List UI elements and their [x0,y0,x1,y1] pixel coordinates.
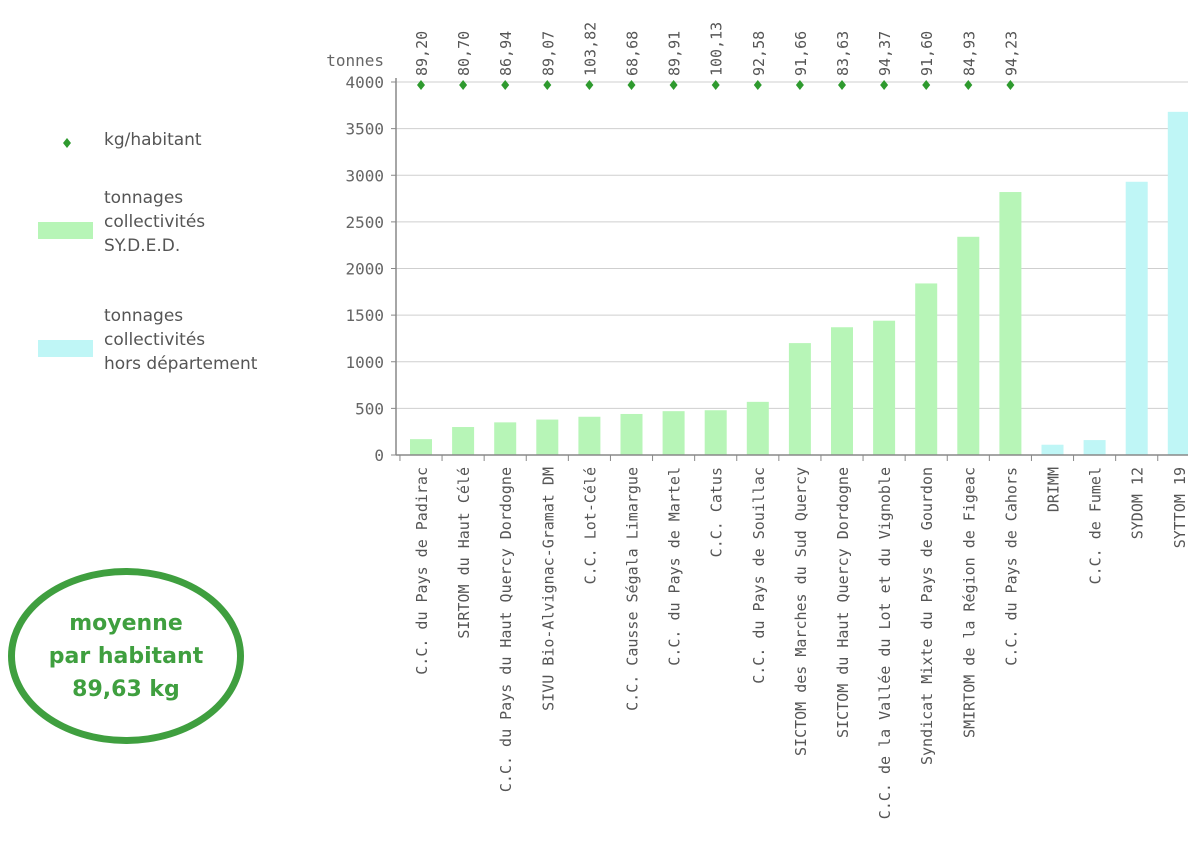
y-axis-label: tonnes [326,51,384,70]
bar [452,427,475,455]
legend-hors-line1: tonnages [104,306,184,326]
legend-syded-swatch [38,222,93,239]
legend-hors-line3: hors département [104,354,258,374]
y-tick-label: 2500 [345,213,384,232]
bar [620,413,643,455]
kg-marker [543,80,552,90]
legend-syded-line1: tonnages [104,188,184,208]
category-label: SIVU Bio-Alvignac-Gramat DM [539,467,557,711]
kg-marker [627,80,636,90]
kg-value-label: 103,82 [581,22,599,76]
y-tick-label: 500 [355,399,384,418]
kg-value-label: 94,23 [1002,31,1020,76]
category-label: SMIRTOM de la Région de Figeac [960,467,978,738]
bar [746,401,769,455]
kg-value-label: 80,70 [455,31,473,76]
category-label: C.C. du Pays de Padirac [413,467,431,675]
kg-marker [585,80,594,90]
legend: kg/habitant tonnages collectivités SY.D.… [0,0,300,400]
y-tick-label: 1500 [345,306,384,325]
category-label: C.C. de Fumel [1087,467,1105,584]
kg-value-label: 68,68 [624,31,642,76]
bar [494,422,517,455]
kg-marker [880,80,889,90]
bar [999,192,1022,455]
y-tick-label: 4000 [345,73,384,92]
category-label: C.C. de la Vallée du Lot et du Vignoble [876,467,894,819]
bar [831,327,853,455]
category-label: SICTOM du Haut Quercy Dordogne [834,467,852,738]
y-tick-label: 0 [374,446,384,465]
category-label: C.C. du Pays de Cahors [1002,467,1020,666]
kg-marker [459,80,468,90]
y-tick-label: 2000 [345,260,384,279]
bar [915,283,938,455]
badge-line3: 89,63 kg [72,676,180,702]
kg-marker [501,80,510,90]
legend-hors-line2: collectivités [104,330,206,350]
y-tick-label: 3500 [345,120,384,139]
legend-syded-line3: SY.D.E.D. [104,236,181,256]
kg-marker [711,80,720,90]
bar [662,411,685,455]
category-label: C.C. Catus [708,467,726,557]
bar [1167,111,1188,455]
bar [1083,440,1106,455]
kg-value-label: 92,58 [750,31,768,76]
average-badge: moyenne par habitant 89,63 kg [8,568,244,744]
kg-marker [838,80,846,90]
kg-value-label: 83,63 [834,31,852,76]
kg-value-label: 86,94 [497,31,515,76]
bar [1125,181,1148,455]
kg-value-label: 89,91 [666,31,684,76]
badge-line2: par habitant [48,643,204,669]
kg-marker [922,80,931,90]
bar [410,439,432,455]
bar [578,416,601,455]
kg-marker [795,80,804,90]
kg-marker [417,80,425,90]
legend-kg-label: kg/habitant [104,130,202,150]
kg-marker [669,80,678,90]
kg-value-label: 94,37 [876,31,894,76]
bar [873,320,896,455]
category-label: Syndicat Mixte du Pays de Gourdon [918,467,936,765]
kg-value-label: 84,93 [960,31,978,76]
legend-syded-label: tonnages collectivités SY.D.E.D. [104,186,205,258]
category-label: C.C. du Pays de Souillac [750,467,768,684]
kg-value-label: 89,07 [539,31,557,76]
category-label: C.C. Causse Ségala Limargue [624,467,642,711]
y-tick-label: 1000 [345,353,384,372]
kg-marker [753,80,762,90]
category-label: C.C. du Pays du Haut Quercy Dordogne [497,467,515,792]
kg-marker [964,80,973,90]
kg-value-label: 91,66 [792,31,810,76]
bar [704,410,727,455]
category-label: SYDOM 12 [1129,467,1147,539]
bar [957,236,980,455]
category-label: C.C. du Pays de Martel [666,467,684,666]
kg-marker-icon [63,138,71,148]
kg-value-label: 100,13 [708,22,726,76]
badge-line1: moyenne [69,610,183,636]
category-label: SIRTOM du Haut Célé [455,467,473,639]
category-label: C.C. Lot-Célé [581,467,599,584]
category-label: SYTTOM 19 [1171,467,1188,548]
kg-marker [1006,80,1015,90]
y-tick-label: 3000 [345,166,384,185]
category-label: DRIMM [1045,467,1063,512]
category-label: SICTOM des Marches du Sud Quercy [792,467,810,756]
legend-hors-swatch [38,340,93,357]
kg-value-label: 91,60 [918,31,936,76]
legend-syded-line2: collectivités [104,212,206,232]
legend-hors-label: tonnages collectivités hors département [104,304,257,376]
bar [1041,444,1064,455]
kg-value-label: 89,20 [413,31,431,76]
bar [788,343,811,455]
bar [536,419,559,455]
